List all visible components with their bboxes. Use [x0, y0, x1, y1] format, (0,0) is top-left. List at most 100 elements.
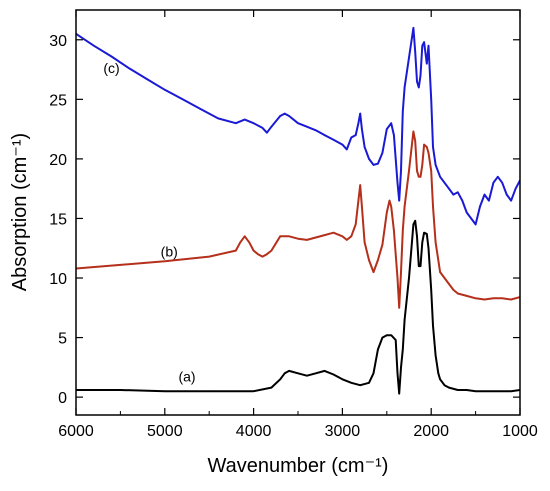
- data-point-b: [400, 271, 402, 273]
- data-point-c: [432, 146, 434, 148]
- data-point-c: [381, 152, 384, 154]
- data-point-c: [361, 128, 363, 130]
- data-point-c: [398, 199, 401, 202]
- data-point-b: [402, 229, 404, 232]
- data-point-a: [323, 370, 326, 372]
- data-point-b: [208, 255, 210, 258]
- data-point-c: [402, 110, 404, 113]
- x-tick-label: 4000: [236, 423, 272, 440]
- data-point-c: [199, 108, 202, 110]
- data-point-b: [403, 205, 406, 208]
- data-point-b: [388, 199, 391, 202]
- data-point-a: [359, 384, 362, 387]
- data-point-a: [510, 390, 512, 393]
- data-point-a: [398, 392, 401, 395]
- data-point-a: [426, 233, 428, 235]
- data-point-c: [288, 115, 290, 117]
- data-point-b: [396, 277, 399, 279]
- data-point-c: [297, 122, 299, 124]
- data-point-b: [427, 152, 430, 154]
- data-point-c: [457, 191, 459, 194]
- data-point-c: [461, 199, 464, 202]
- data-point-a: [208, 390, 210, 393]
- series-annotation: (a): [178, 369, 195, 385]
- data-point-b: [270, 249, 273, 252]
- data-point-b: [323, 234, 326, 236]
- data-point-c: [270, 125, 273, 128]
- data-point-a: [341, 378, 344, 381]
- data-point-b: [492, 297, 495, 300]
- y-tick-label: 10: [49, 271, 67, 288]
- x-tick-label: 1000: [502, 423, 538, 440]
- data-point-b: [419, 176, 422, 178]
- data-point-b: [363, 241, 366, 244]
- data-point-c: [181, 98, 184, 101]
- data-point-b: [457, 292, 459, 295]
- data-point-c: [346, 148, 348, 151]
- data-point-c: [279, 115, 282, 117]
- data-point-b: [357, 199, 360, 202]
- data-point-a: [421, 241, 424, 244]
- data-point-c: [394, 158, 397, 160]
- data-point-a: [119, 389, 122, 391]
- annotation-layer: (a) (b) (c): [103, 60, 195, 385]
- data-point-a: [465, 389, 468, 391]
- data-point-a: [390, 334, 393, 337]
- data-point-a: [501, 390, 504, 393]
- data-point-b: [361, 205, 363, 208]
- data-point-c: [252, 122, 255, 124]
- data-point-c: [283, 112, 286, 115]
- data-point-b: [448, 283, 450, 285]
- y-axis-label: Absorption (cm⁻¹): [9, 133, 31, 291]
- data-point-b: [423, 143, 425, 146]
- data-point-b: [252, 249, 255, 252]
- data-point-a: [423, 231, 425, 234]
- data-point-b: [393, 229, 395, 232]
- data-point-c: [465, 211, 468, 214]
- data-point-b: [386, 211, 388, 214]
- y-tick-label: 0: [58, 390, 67, 407]
- data-point-c: [243, 118, 246, 121]
- series-annotation: (b): [161, 244, 178, 260]
- data-point-b: [443, 277, 446, 279]
- data-point-a: [270, 386, 273, 389]
- data-point-b: [390, 205, 393, 208]
- data-point-c: [419, 74, 422, 77]
- data-point-c: [408, 56, 410, 59]
- data-point-c: [390, 122, 393, 124]
- data-point-c: [372, 164, 375, 166]
- data-point-b: [368, 259, 370, 261]
- data-point-b: [288, 235, 290, 238]
- data-point-c: [354, 134, 357, 136]
- data-point-a: [432, 324, 434, 327]
- data-point-c: [377, 162, 379, 165]
- data-point-c: [110, 55, 113, 58]
- data-point-a: [400, 366, 402, 369]
- data-point-b: [306, 239, 308, 241]
- data-point-a: [368, 382, 370, 384]
- data-point-a: [434, 354, 437, 357]
- data-point-a: [443, 384, 446, 387]
- data-point-b: [465, 295, 468, 297]
- data-point-a: [418, 265, 420, 267]
- data-point-b: [341, 235, 344, 238]
- data-point-b: [439, 271, 441, 273]
- data-point-c: [426, 62, 428, 65]
- data-point-c: [448, 187, 450, 190]
- data-point-b: [430, 170, 433, 172]
- data-point-b: [332, 231, 335, 234]
- data-point-a: [381, 336, 384, 339]
- data-point-a: [427, 247, 430, 249]
- data-point-a: [288, 370, 290, 372]
- data-point-b: [412, 130, 415, 133]
- y-tick-label: 15: [49, 211, 67, 228]
- data-point-a: [430, 289, 433, 291]
- data-point-c: [414, 50, 417, 53]
- data-point-a: [350, 382, 353, 384]
- data-point-c: [164, 89, 166, 91]
- data-point-b: [346, 239, 348, 241]
- data-point-c: [235, 122, 237, 124]
- data-point-c: [492, 181, 495, 184]
- data-point-b: [359, 184, 362, 186]
